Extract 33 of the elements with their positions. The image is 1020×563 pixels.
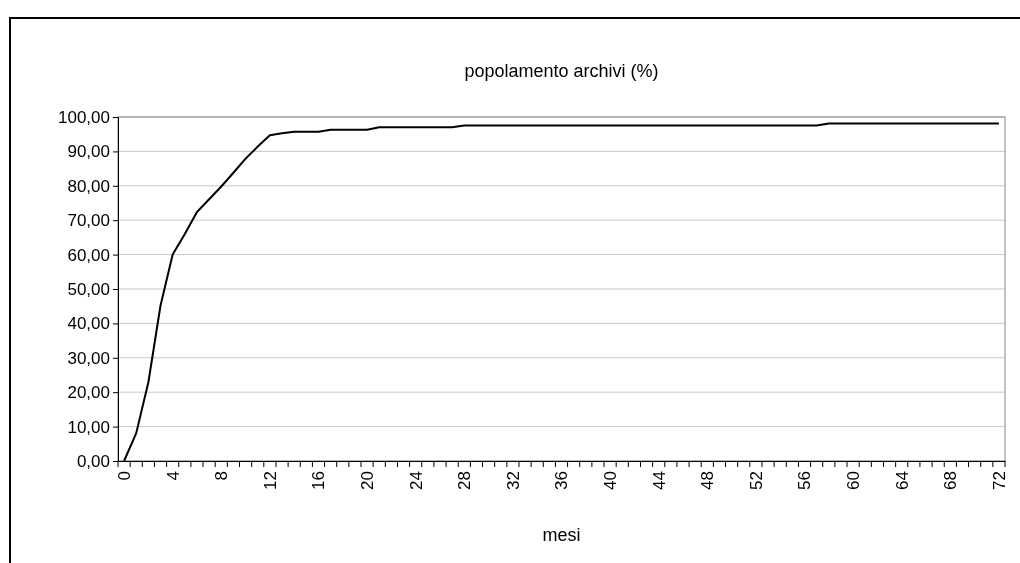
- x-tick-label: 40: [601, 471, 621, 490]
- y-tick-label: 40,00: [67, 314, 110, 334]
- x-tick-label: 44: [649, 471, 669, 490]
- y-tick-label: 20,00: [67, 383, 110, 403]
- chart-title: popolamento archivi (%): [464, 61, 659, 81]
- y-tick-label: 90,00: [67, 142, 110, 162]
- x-axis-title: mesi: [542, 525, 581, 545]
- x-tick-label: 28: [455, 471, 475, 490]
- y-tick-label: 30,00: [67, 348, 110, 368]
- x-tick-label: 0: [115, 471, 135, 481]
- x-tick-label: 64: [892, 471, 912, 490]
- y-tick-label: 80,00: [67, 176, 110, 196]
- y-tick-label: 100,00: [58, 107, 110, 127]
- y-tick-label: 70,00: [67, 211, 110, 231]
- y-tick-label: 50,00: [67, 279, 110, 299]
- x-tick-label: 20: [358, 471, 378, 490]
- x-tick-label: 24: [406, 471, 426, 490]
- y-tick-label: 10,00: [67, 417, 110, 437]
- line-series: [123, 122, 1000, 462]
- y-tick-label: 0,00: [76, 451, 110, 471]
- x-tick-label: 32: [503, 471, 523, 490]
- x-tick-label: 8: [212, 471, 232, 481]
- x-tick-label: 36: [552, 471, 572, 490]
- x-tick-label: 48: [698, 471, 718, 490]
- x-tick-label: 60: [844, 471, 864, 490]
- x-tick-label: 68: [941, 471, 961, 490]
- x-tick-label: 4: [163, 471, 183, 481]
- x-tick-label: 52: [746, 471, 766, 490]
- x-tick-label: 16: [309, 471, 329, 490]
- x-tick-label: 12: [260, 471, 280, 490]
- x-tick-label: 72: [989, 471, 1009, 490]
- y-tick-label: 60,00: [67, 245, 110, 265]
- x-tick-label: 56: [795, 471, 815, 490]
